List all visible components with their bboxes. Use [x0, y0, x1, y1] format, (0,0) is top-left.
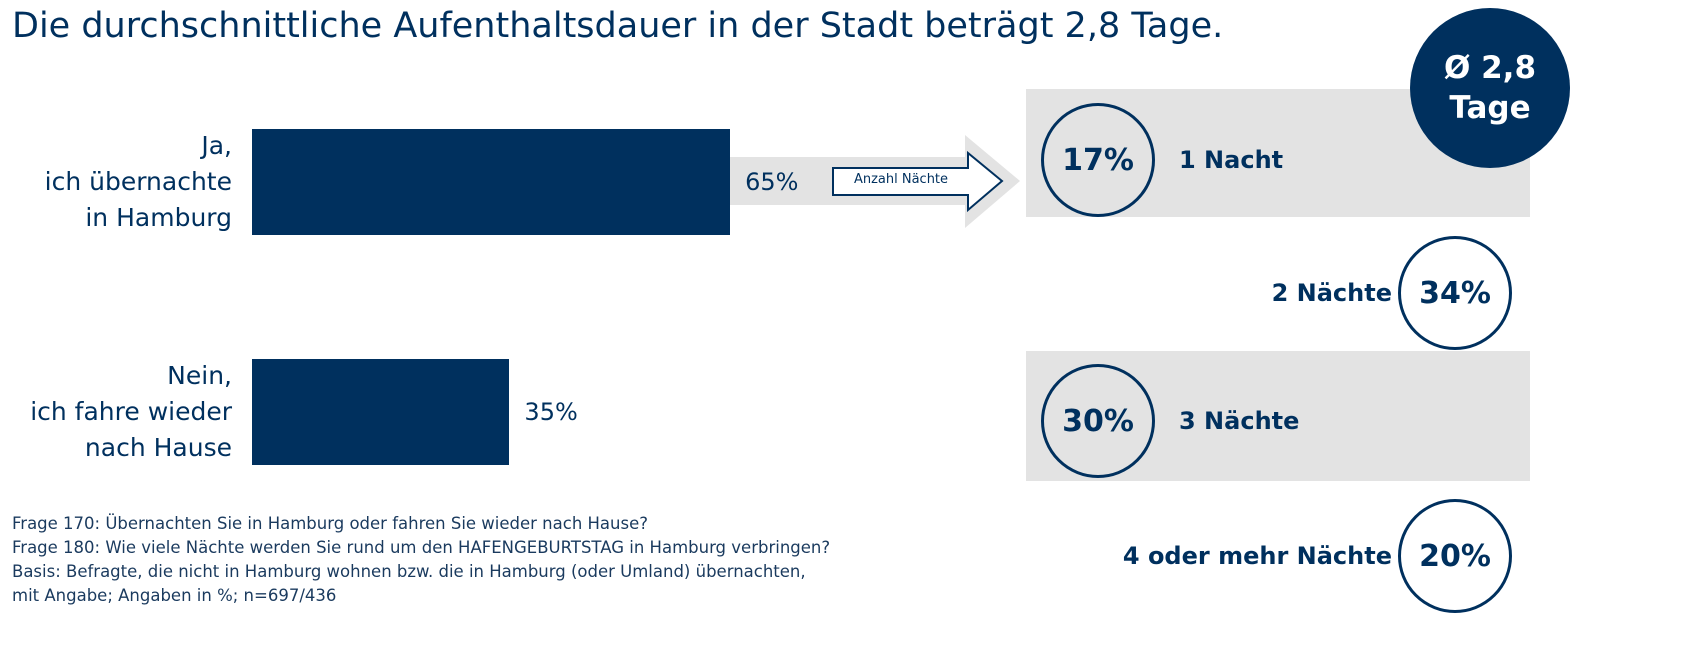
value-label: 35%	[524, 398, 578, 426]
share-circle: 17%	[1041, 103, 1155, 217]
footnote: Basis: Befragte, die nicht in Hamburg wo…	[12, 562, 806, 581]
nights-label: 3 Nächte	[1179, 407, 1300, 435]
share-circle: 34%	[1398, 236, 1512, 350]
nights-label: 1 Nacht	[1179, 146, 1284, 174]
nights-label: 4 oder mehr Nächte	[1122, 542, 1392, 570]
footnote: Frage 180: Wie viele Nächte werden Sie r…	[12, 538, 831, 557]
nights-label: 2 Nächte	[1271, 279, 1392, 307]
share-circle: 30%	[1041, 364, 1155, 478]
footnote: Frage 170: Übernachten Sie in Hamburg od…	[12, 514, 649, 533]
arrow-label: Anzahl Nächte	[853, 172, 949, 187]
share-circle: 20%	[1398, 499, 1512, 613]
footnote: mit Angabe; Angaben in %; n=697/436	[12, 586, 337, 605]
category-label: Nein, ich fahre wieder nach Hause	[30, 361, 232, 462]
arrow	[832, 150, 1004, 213]
value-label: 65%	[745, 168, 799, 196]
bar	[252, 129, 731, 235]
bar	[252, 359, 510, 465]
category-label: Ja, ich übernachte in Hamburg	[44, 131, 232, 232]
badge: Ø 2,8 Tage	[1410, 8, 1570, 168]
title: Die durchschnittliche Aufenthaltsdauer i…	[12, 6, 1224, 46]
